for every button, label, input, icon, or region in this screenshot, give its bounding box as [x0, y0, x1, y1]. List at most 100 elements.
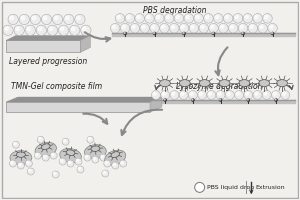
Circle shape	[191, 99, 194, 101]
Circle shape	[198, 91, 207, 100]
Circle shape	[120, 160, 127, 167]
Circle shape	[115, 14, 125, 23]
Circle shape	[192, 99, 193, 100]
Circle shape	[196, 15, 199, 19]
Ellipse shape	[199, 80, 210, 87]
Polygon shape	[6, 97, 162, 102]
Circle shape	[121, 161, 123, 164]
Circle shape	[215, 15, 219, 19]
Circle shape	[253, 14, 262, 23]
Circle shape	[14, 25, 24, 35]
Circle shape	[50, 152, 57, 159]
Circle shape	[43, 16, 47, 20]
Circle shape	[103, 171, 106, 174]
Text: Lysozyme degradation: Lysozyme degradation	[176, 82, 263, 91]
Circle shape	[152, 91, 160, 100]
Circle shape	[255, 92, 258, 95]
Ellipse shape	[60, 149, 81, 163]
Circle shape	[272, 32, 273, 34]
Circle shape	[250, 25, 253, 28]
Circle shape	[140, 23, 149, 33]
Circle shape	[164, 99, 165, 100]
Circle shape	[62, 138, 69, 145]
Circle shape	[275, 99, 276, 100]
Circle shape	[84, 154, 91, 161]
Circle shape	[209, 23, 218, 33]
Circle shape	[42, 154, 49, 161]
Circle shape	[81, 25, 91, 35]
FancyBboxPatch shape	[6, 102, 150, 112]
Circle shape	[60, 159, 63, 162]
Circle shape	[219, 23, 228, 33]
Circle shape	[242, 32, 244, 35]
Circle shape	[245, 92, 248, 95]
Circle shape	[27, 27, 31, 31]
Ellipse shape	[35, 142, 56, 157]
Circle shape	[211, 25, 214, 28]
Circle shape	[162, 92, 165, 95]
Circle shape	[78, 167, 81, 170]
Circle shape	[60, 27, 64, 31]
Circle shape	[70, 25, 80, 35]
Circle shape	[34, 152, 41, 159]
Circle shape	[184, 14, 194, 23]
Circle shape	[269, 25, 273, 28]
Circle shape	[171, 25, 175, 28]
Circle shape	[65, 16, 69, 20]
Circle shape	[38, 27, 42, 31]
Circle shape	[100, 154, 107, 161]
Circle shape	[145, 14, 154, 23]
Polygon shape	[80, 35, 90, 52]
Ellipse shape	[41, 144, 50, 150]
Circle shape	[135, 14, 144, 23]
Ellipse shape	[66, 150, 75, 155]
Circle shape	[179, 91, 188, 100]
Circle shape	[53, 172, 56, 175]
Circle shape	[273, 92, 276, 95]
Circle shape	[236, 92, 239, 95]
Circle shape	[176, 15, 179, 19]
Circle shape	[264, 15, 268, 19]
Circle shape	[35, 153, 38, 156]
Circle shape	[82, 27, 86, 31]
Circle shape	[235, 15, 238, 19]
Ellipse shape	[159, 80, 170, 87]
Circle shape	[30, 14, 40, 25]
Polygon shape	[6, 35, 90, 40]
Circle shape	[122, 25, 125, 28]
Circle shape	[105, 161, 107, 164]
Circle shape	[92, 156, 99, 163]
Circle shape	[194, 14, 203, 23]
Circle shape	[233, 14, 243, 23]
Circle shape	[47, 25, 58, 35]
Circle shape	[164, 99, 167, 101]
Circle shape	[245, 15, 248, 19]
Circle shape	[77, 166, 84, 173]
Circle shape	[14, 142, 16, 145]
Circle shape	[206, 15, 209, 19]
Circle shape	[190, 92, 193, 95]
Circle shape	[54, 16, 58, 20]
Circle shape	[41, 14, 52, 25]
Circle shape	[10, 16, 14, 20]
Circle shape	[4, 27, 8, 31]
Circle shape	[52, 14, 63, 25]
Circle shape	[75, 14, 85, 25]
Circle shape	[207, 91, 216, 100]
Circle shape	[218, 92, 221, 95]
Circle shape	[282, 92, 286, 95]
Ellipse shape	[16, 152, 26, 157]
Circle shape	[125, 14, 135, 23]
Circle shape	[258, 23, 268, 33]
Circle shape	[183, 32, 186, 35]
Circle shape	[186, 15, 189, 19]
Circle shape	[247, 99, 248, 100]
Circle shape	[75, 158, 82, 165]
Circle shape	[229, 23, 238, 33]
Circle shape	[27, 161, 29, 164]
Circle shape	[16, 27, 20, 31]
Ellipse shape	[105, 150, 126, 165]
Circle shape	[63, 139, 66, 142]
Circle shape	[153, 32, 156, 35]
Circle shape	[244, 91, 253, 100]
